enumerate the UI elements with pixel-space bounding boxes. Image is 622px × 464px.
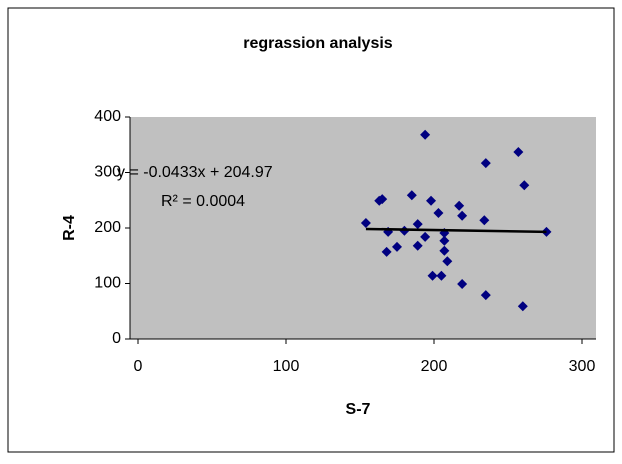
- data-point: [454, 200, 465, 211]
- y-tick-label: 300: [94, 164, 121, 181]
- data-point: [541, 226, 552, 237]
- x-tick-label: 0: [134, 358, 143, 375]
- data-point: [433, 208, 444, 219]
- data-point: [480, 158, 491, 169]
- data-point: [412, 240, 423, 251]
- y-tick-label: 0: [112, 330, 121, 347]
- data-point: [406, 190, 417, 201]
- trendline: [365, 227, 547, 234]
- data-point: [426, 195, 437, 206]
- x-tick-label: 200: [421, 358, 448, 375]
- data-point: [457, 210, 468, 221]
- y-axis-label: R-4: [61, 215, 78, 241]
- data-point: [479, 215, 490, 226]
- x-axis-label: S-7: [346, 401, 371, 418]
- data-point: [412, 219, 423, 230]
- data-point: [517, 301, 528, 312]
- y-tick-label: 200: [94, 219, 121, 236]
- chart-title: regrassion analysis: [243, 35, 393, 52]
- data-point: [439, 235, 450, 246]
- data-point: [377, 194, 388, 205]
- data-point: [360, 218, 371, 229]
- y-tick-label: 400: [94, 108, 121, 125]
- data-point: [439, 245, 450, 256]
- data-point: [436, 270, 447, 281]
- data-point: [519, 180, 530, 191]
- trendline-equation: y = -0.0433x + 204.97: [117, 164, 273, 181]
- x-tick-label: 300: [569, 358, 596, 375]
- data-point: [420, 231, 431, 242]
- r-squared: R² = 0.0004: [161, 193, 245, 210]
- data-point: [381, 246, 392, 257]
- x-tick-label: 100: [273, 358, 300, 375]
- data-point: [427, 270, 438, 281]
- data-point: [480, 290, 491, 301]
- data-point: [392, 241, 402, 252]
- data-point: [513, 146, 524, 157]
- y-tick-label: 100: [94, 275, 121, 292]
- data-point: [420, 129, 431, 140]
- data-point: [457, 279, 468, 290]
- data-point: [442, 256, 453, 267]
